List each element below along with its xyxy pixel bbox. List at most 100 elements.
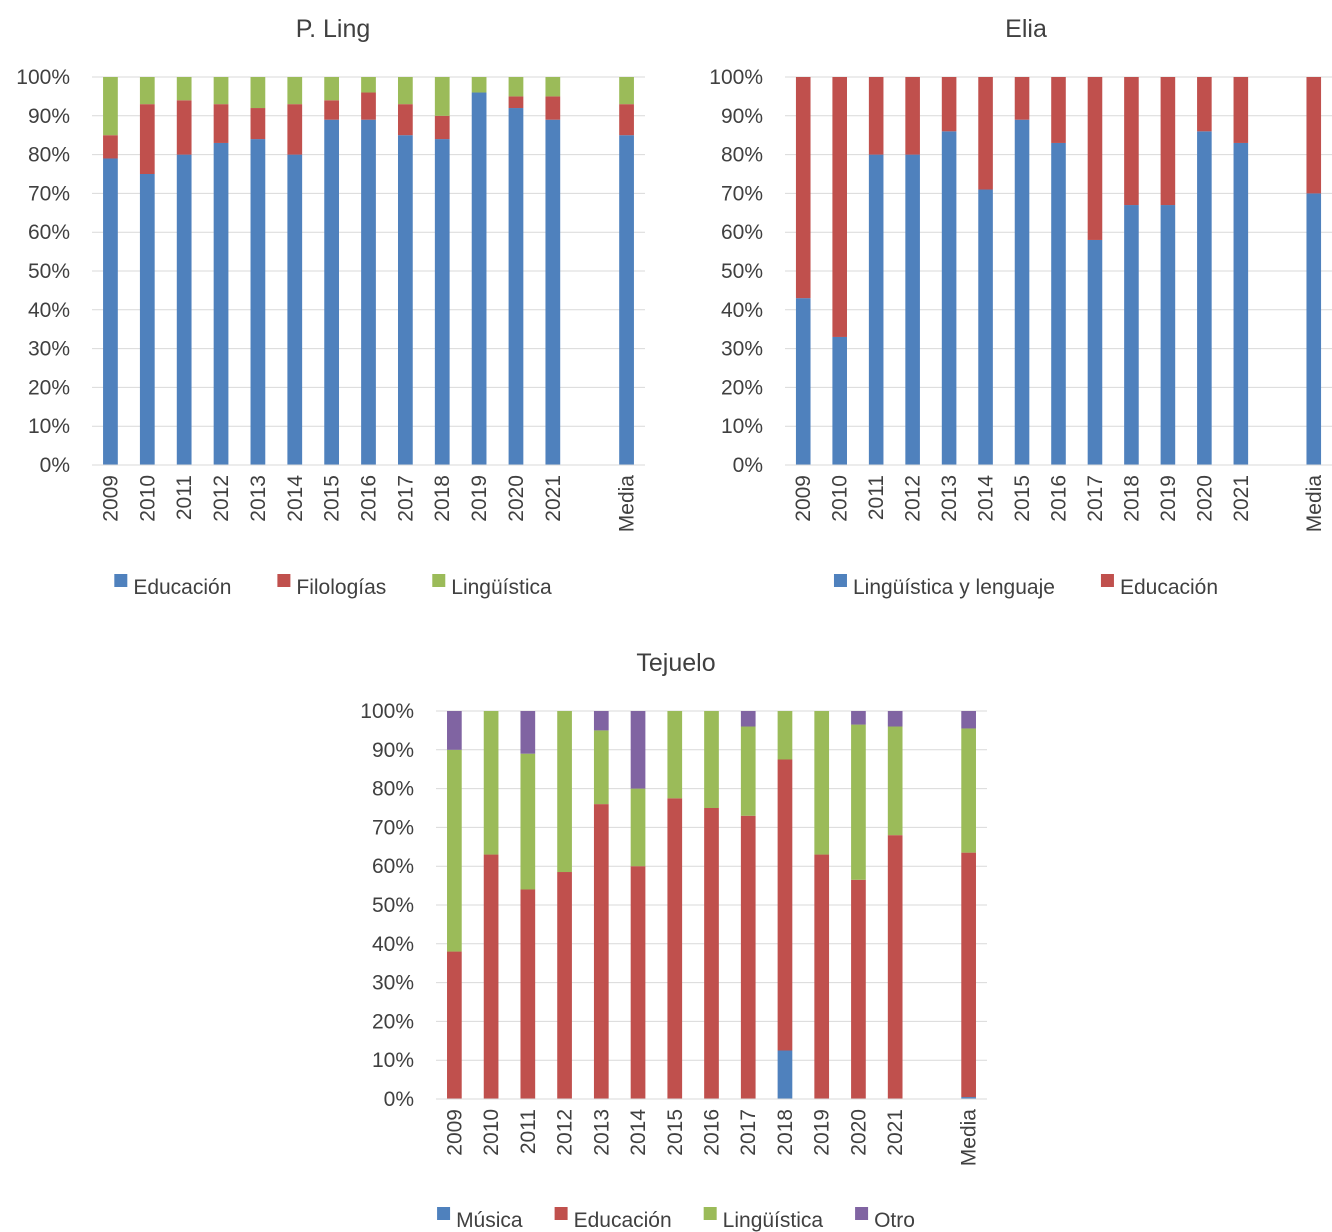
bar-segment-ling-stica — [250, 77, 266, 109]
x-tick-label: Media — [958, 1109, 981, 1167]
legend: Música Educación Lingüística Otro — [437, 1207, 915, 1232]
bar-segment-ling-stica — [814, 711, 830, 855]
bar-segment-otro — [961, 711, 976, 729]
x-tick-label: 2015 — [321, 475, 344, 522]
chart-2: Elia 0% 10% 20% 30% 40% 50% 60% 70% 80% 90% 100% 200… — [709, 15, 1332, 599]
y-tick-label: 50% — [372, 894, 414, 917]
bar-segment-ling-stica-y-lenguaje — [905, 154, 920, 465]
y-tick-label: 20% — [372, 1010, 414, 1033]
y-tick-label: 60% — [28, 221, 70, 244]
x-tick-label: 2020 — [1193, 475, 1216, 522]
x-tick-label: 2010 — [136, 475, 159, 522]
legend-entry: Lingüística — [451, 576, 552, 599]
bar-segment-m-sica — [961, 1097, 976, 1099]
bar-segment-filolog-as — [545, 96, 561, 120]
legend-entry: Otro — [874, 1209, 915, 1232]
bar-segment-educaci-n — [520, 889, 536, 1099]
bar-segment-ling-stica — [103, 77, 118, 136]
x-tick-label: 2012 — [902, 475, 925, 522]
bar-segment-educaci-n — [593, 804, 609, 1099]
bar-segment-ling-stica-y-lenguaje — [941, 131, 957, 465]
x-tick-label: 2009 — [99, 475, 122, 522]
y-tick-label: 30% — [721, 338, 763, 361]
x-tick-label: 2020 — [505, 475, 528, 522]
x-tick-label: 2020 — [847, 1109, 870, 1156]
y-tick-label: 50% — [28, 260, 70, 283]
bar-segment-filolog-as — [176, 100, 192, 155]
bar-segment-otro — [851, 711, 866, 725]
y-tick-label: 70% — [28, 182, 70, 205]
legend-entry: Filologías — [296, 576, 386, 599]
y-tick-label: 70% — [372, 816, 414, 839]
bar-segment-ling-stica — [397, 77, 413, 105]
bar-segment-ling-stica — [630, 788, 646, 867]
chart-title: Tejuelo — [636, 649, 715, 677]
bar-segment-ling-stica — [471, 77, 487, 93]
y-tick-label: 30% — [28, 338, 70, 361]
y-tick-label: 10% — [721, 415, 763, 438]
y-tick-label: 70% — [721, 182, 763, 205]
bar-segment-ling-stica — [324, 77, 340, 101]
bar-segment-educaci-n — [1160, 77, 1176, 206]
x-tick-label: 2019 — [811, 1109, 834, 1156]
y-tick-label: 90% — [721, 105, 763, 128]
bar-segment-otro — [520, 711, 536, 754]
x-tick-label: 2021 — [542, 475, 565, 522]
y-tick-label: 60% — [372, 855, 414, 878]
x-tick-label: 2017 — [394, 475, 417, 522]
legend: Educación Filologías Lingüística — [114, 574, 552, 599]
bar-segment-ling-stica — [508, 77, 524, 97]
bar-segment-ling-stica-y-lenguaje — [1306, 193, 1322, 465]
x-tick-label: Media — [1303, 475, 1326, 533]
bar-segment-educaci-n — [361, 119, 376, 466]
bar-segment-ling-stica — [887, 726, 903, 836]
y-tick-label: 90% — [372, 739, 414, 762]
bar-segment-ling-stica-y-lenguaje — [1197, 131, 1212, 465]
legend-entry: Educación — [574, 1209, 672, 1232]
x-tick-label: 2017 — [737, 1109, 760, 1156]
legend-swatch — [1100, 574, 1114, 587]
bar-segment-otro — [740, 711, 756, 727]
bar-segment-filolog-as — [361, 92, 376, 120]
bar-segment-ling-stica-y-lenguaje — [1051, 142, 1066, 465]
x-tick-label: 2012 — [554, 1109, 577, 1156]
bar-segment-ling-stica — [213, 77, 229, 105]
bar-segment-educaci-n — [1124, 77, 1139, 206]
bar-segment-educaci-n — [814, 854, 830, 1099]
bar-segment-educaci-n — [630, 866, 646, 1099]
bar-segment-educaci-n — [103, 158, 118, 466]
y-tick-label: 20% — [28, 376, 70, 399]
bar-segment-ling-stica-y-lenguaje — [1124, 205, 1139, 466]
bar-segment-ling-stica — [557, 711, 572, 873]
bar-segment-filolog-as — [324, 100, 340, 120]
y-tick-label: 80% — [28, 144, 70, 167]
bar-segment-otro — [593, 711, 609, 731]
x-tick-label: 2016 — [701, 1109, 724, 1156]
legend-swatch — [855, 1207, 869, 1220]
x-tick-label: 2014 — [627, 1109, 650, 1156]
bar-segment-otro — [887, 711, 903, 727]
bar-segment-educaci-n — [704, 808, 719, 1099]
bar-segment-ling-stica — [667, 711, 683, 799]
chart-3: Tejuelo 0% 10% 20% 30% 40% 50% 60% 70% 80% 90% 100%… — [360, 649, 987, 1232]
bar-segment-filolog-as — [619, 104, 634, 136]
x-tick-label: 2018 — [774, 1109, 797, 1156]
legend: Lingüística y lenguaje Educación — [833, 574, 1218, 599]
bar-segment-educaci-n — [795, 77, 811, 299]
bar-segment-educaci-n — [447, 951, 462, 1099]
legend-swatch — [114, 574, 128, 587]
bar-segment-ling-stica-y-lenguaje — [1087, 239, 1103, 465]
bar-segment-educaci-n — [1197, 77, 1212, 132]
bar-segment-educaci-n — [905, 77, 920, 155]
bar-segment-ling-stica-y-lenguaje — [832, 336, 847, 465]
bar-segment-ling-stica — [483, 711, 499, 855]
bar-segment-educaci-n — [434, 139, 450, 465]
x-tick-label: 2013 — [590, 1109, 613, 1156]
y-tick-label: 0% — [733, 454, 763, 477]
bar-segment-ling-stica-y-lenguaje — [1233, 142, 1249, 465]
x-tick-label: 2011 — [517, 1109, 540, 1154]
y-tick-label: 20% — [721, 376, 763, 399]
x-tick-label: 2013 — [247, 475, 270, 522]
bar-segment-ling-stica — [434, 77, 450, 116]
